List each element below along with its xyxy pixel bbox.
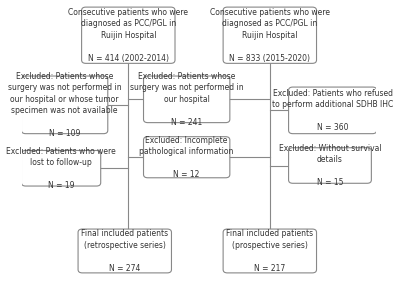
Text: Excluded: Patients who refused
to perform additional SDHB IHC

N = 360: Excluded: Patients who refused to perfor…	[272, 89, 393, 132]
Text: Excluded: Patients whose
surgery was not performed in
our hospital

N = 241: Excluded: Patients whose surgery was not…	[130, 72, 244, 127]
FancyBboxPatch shape	[288, 87, 377, 134]
Text: Consecutive patients who were
diagnosed as PCC/PGL in
Ruijin Hospital

N = 833 (: Consecutive patients who were diagnosed …	[210, 8, 330, 63]
FancyBboxPatch shape	[288, 148, 371, 183]
FancyBboxPatch shape	[82, 7, 175, 63]
Text: Excluded: Without survival
details

N = 15: Excluded: Without survival details N = 1…	[279, 144, 381, 187]
Text: Excluded: Patients whose
surgery was not performed in
our hospital or whose tumo: Excluded: Patients whose surgery was not…	[8, 72, 122, 138]
FancyBboxPatch shape	[144, 76, 230, 123]
FancyBboxPatch shape	[22, 76, 108, 134]
FancyBboxPatch shape	[223, 7, 316, 63]
FancyBboxPatch shape	[223, 229, 316, 273]
Text: Final included patients
(prospective series)

N = 217: Final included patients (prospective ser…	[226, 229, 313, 273]
FancyBboxPatch shape	[144, 137, 230, 178]
Text: Excluded: Incomplete
pathological information

N = 12: Excluded: Incomplete pathological inform…	[140, 136, 234, 179]
FancyBboxPatch shape	[22, 151, 101, 186]
Text: Excluded: Patients who were
lost to follow-up

N = 19: Excluded: Patients who were lost to foll…	[6, 147, 116, 190]
FancyBboxPatch shape	[78, 229, 172, 273]
Text: Final included patients
(retrospective series)

N = 274: Final included patients (retrospective s…	[81, 229, 168, 273]
Text: Consecutive patients who were
diagnosed as PCC/PGL in
Ruijin Hospital

N = 414 (: Consecutive patients who were diagnosed …	[68, 8, 188, 63]
